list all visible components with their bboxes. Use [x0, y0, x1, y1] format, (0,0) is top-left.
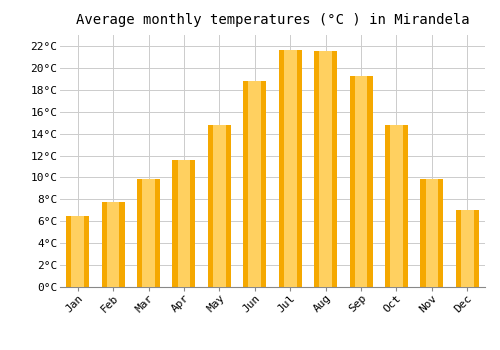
Bar: [102, 202, 124, 287]
Bar: [107, 202, 120, 287]
Bar: [72, 216, 84, 287]
Bar: [426, 178, 438, 287]
Bar: [137, 178, 160, 287]
Bar: [284, 50, 296, 287]
Bar: [390, 125, 403, 287]
Bar: [320, 51, 332, 287]
Bar: [350, 76, 372, 287]
Bar: [172, 160, 196, 287]
Bar: [354, 76, 368, 287]
Bar: [385, 125, 408, 287]
Bar: [278, 50, 301, 287]
Bar: [248, 81, 261, 287]
Bar: [178, 160, 190, 287]
Bar: [244, 81, 266, 287]
Title: Average monthly temperatures (°C ) in Mirandela: Average monthly temperatures (°C ) in Mi…: [76, 13, 469, 27]
Bar: [213, 125, 226, 287]
Bar: [66, 216, 89, 287]
Bar: [456, 210, 479, 287]
Bar: [461, 210, 473, 287]
Bar: [314, 51, 337, 287]
Bar: [420, 178, 444, 287]
Bar: [142, 178, 155, 287]
Bar: [208, 125, 231, 287]
